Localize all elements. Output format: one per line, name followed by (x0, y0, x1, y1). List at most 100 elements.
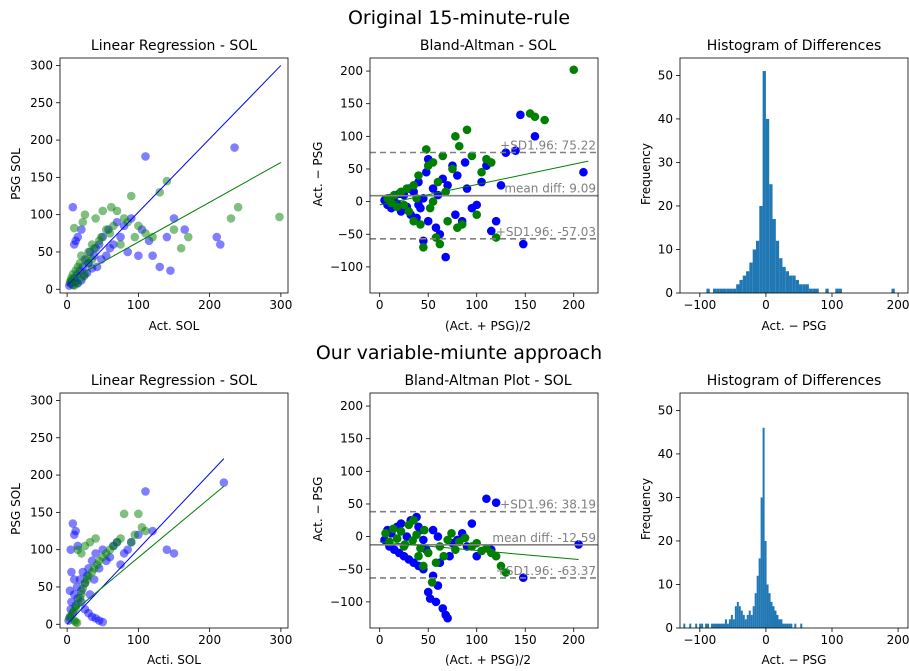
y-tick-label: 50 (658, 68, 673, 82)
data-point (438, 151, 448, 161)
data-point (109, 221, 118, 231)
data-point (431, 223, 441, 233)
y-tick-label: 0 (45, 282, 53, 296)
histogram-bar (838, 288, 842, 293)
plot-title: Bland-Altman Plot - SOL (404, 373, 571, 389)
x-tick-label: 0 (63, 633, 71, 647)
x-tick-label: 200 (198, 633, 221, 647)
y-tick-label: 20 (658, 199, 673, 213)
reference-line-label: +SD1.96: -57.03 (496, 225, 596, 239)
y-tick-label: 250 (30, 96, 53, 110)
histogram-bar (772, 606, 775, 628)
data-point (451, 545, 460, 554)
data-point (443, 613, 452, 623)
x-tick-label: 200 (198, 298, 221, 312)
panel-histogram-variable: Histogram of Differences Act. − PSG Freq… (639, 373, 909, 667)
data-point (169, 549, 179, 558)
y-tick-label: 40 (658, 112, 673, 126)
histogram-bar (825, 288, 829, 293)
histogram-bar (726, 288, 730, 293)
data-point (496, 180, 506, 190)
x-tick-label: 300 (269, 633, 292, 647)
data-point (212, 232, 222, 242)
data-point (433, 532, 443, 541)
plot-marks (683, 427, 803, 628)
data-point (381, 529, 390, 538)
data-point (453, 171, 462, 180)
data-point (141, 526, 150, 536)
y-tick-label: 200 (340, 399, 363, 413)
histogram-bar (815, 288, 819, 293)
y-tick-label: 0 (355, 530, 363, 544)
plot-frame (679, 57, 909, 294)
data-point (396, 519, 406, 528)
data-point (230, 143, 239, 152)
histogram-bar (756, 240, 760, 293)
data-point (423, 216, 433, 226)
histogram-bar (705, 623, 708, 628)
data-point (486, 226, 496, 236)
data-point (472, 538, 482, 548)
histogram-bar (739, 279, 743, 293)
histogram-bar (891, 288, 895, 293)
histogram-bar (742, 275, 747, 293)
histogram-bar (798, 284, 803, 293)
plot-title: Histogram of Differences (707, 38, 882, 54)
data-point (421, 145, 431, 154)
histogram-bar (722, 623, 725, 628)
x-tick-label: 150 (514, 633, 537, 647)
data-point (404, 207, 414, 216)
fit-line (379, 160, 589, 206)
data-point (123, 545, 132, 554)
y-axis-label: Frequency (639, 478, 653, 540)
y-tick-label: 30 (658, 155, 673, 169)
x-tick-label: 200 (887, 298, 909, 312)
histogram-bar (730, 614, 733, 628)
histogram-bar (746, 271, 750, 293)
data-point (275, 212, 284, 222)
histogram-bar (713, 623, 716, 628)
data-point (80, 210, 90, 219)
data-point (399, 200, 409, 210)
x-tick-label: 100 (465, 298, 488, 312)
histogram-bar (728, 619, 731, 628)
histogram-bar (715, 623, 718, 628)
plot-marks (706, 71, 895, 293)
data-point (491, 498, 501, 507)
panel-bland-altman-original: Bland-Altman - SOL (Act. + PSG)/2 Act. −… (311, 38, 599, 333)
y-axis-label: Act. − PSG (311, 142, 325, 207)
y-tick-label: 200 (30, 468, 53, 482)
panel-linear-regression-original: Linear Regression - SOL Act. SOL PSG SOL… (9, 38, 292, 333)
data-point (116, 240, 125, 249)
data-point (421, 167, 431, 177)
data-point (486, 158, 496, 167)
data-point (540, 115, 549, 125)
histogram-bar (724, 619, 727, 628)
data-point (102, 251, 111, 260)
histogram-bar (786, 623, 789, 628)
data-point (530, 112, 540, 122)
data-point (219, 478, 229, 487)
histogram-bar (756, 575, 759, 628)
data-point (78, 217, 88, 227)
data-point (419, 535, 428, 545)
plot-marks (64, 458, 229, 628)
x-tick-label: 0 (376, 298, 384, 312)
reference-line-label: +SD1.96: 75.22 (500, 139, 596, 153)
data-point (428, 197, 438, 206)
histogram-bar (785, 271, 790, 293)
histogram-bar (782, 623, 785, 628)
data-point (472, 200, 482, 210)
histogram-bar (701, 623, 704, 628)
x-tick-label: 300 (269, 298, 292, 312)
data-point (428, 525, 438, 535)
histogram-bar (762, 71, 766, 293)
histogram-bar (760, 497, 763, 628)
histogram-bar (748, 610, 751, 628)
data-point (457, 220, 467, 229)
histogram-bar (792, 275, 796, 293)
y-tick-label: 0 (665, 286, 673, 300)
histogram-bar (782, 266, 786, 293)
histogram-bar (716, 288, 720, 293)
y-tick-label: −50 (338, 227, 363, 241)
